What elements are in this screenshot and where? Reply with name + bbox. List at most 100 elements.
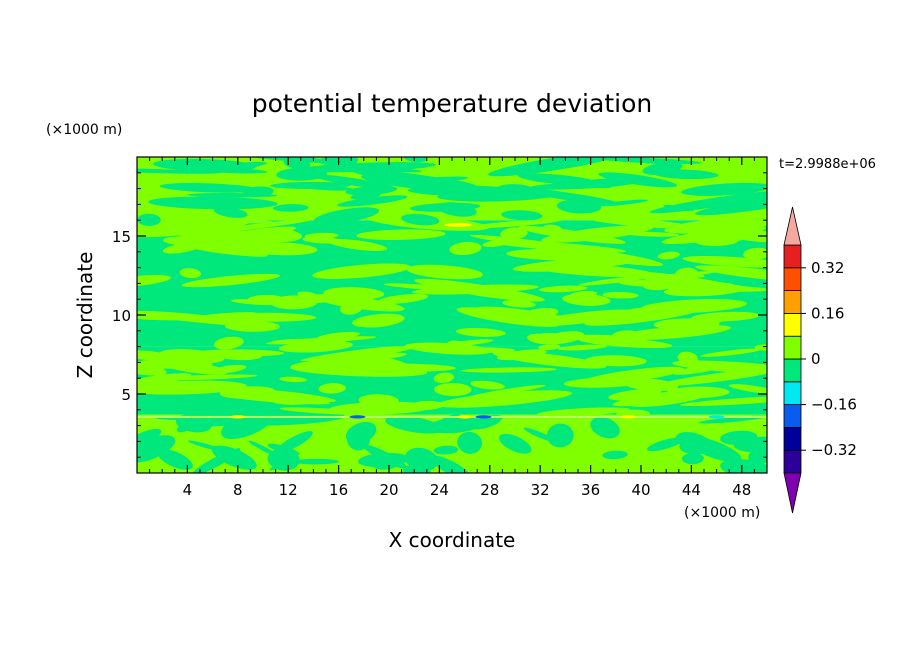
colorbar-swatch — [783, 404, 802, 428]
field-patch — [430, 455, 473, 473]
x-tick-label: 12 — [279, 481, 298, 499]
y-unit-label: (×1000 m) — [46, 122, 122, 138]
field-patch — [358, 394, 399, 407]
colorbar-tick-label: 0.32 — [811, 259, 844, 277]
field-patch — [469, 219, 562, 229]
field-patch — [501, 210, 543, 221]
field-patch — [456, 327, 506, 337]
y-axis-title: Z coordinate — [73, 252, 97, 379]
field-patch — [345, 421, 377, 444]
field-patch — [580, 366, 684, 385]
field-patch — [539, 285, 588, 293]
field-patch — [457, 431, 483, 454]
field-patch — [352, 313, 405, 328]
x-tick-label: 44 — [682, 481, 701, 499]
field-patch — [578, 274, 660, 286]
field-spot — [620, 415, 637, 419]
colorbar: 0.32 0.16 0 −0.16 −0.32 — [783, 206, 857, 514]
field-patch — [401, 213, 440, 226]
field-patch — [137, 274, 171, 287]
field-patch — [272, 204, 309, 212]
field-patch — [578, 337, 673, 349]
colorbar-swatch — [783, 290, 802, 314]
field-spot — [456, 415, 473, 419]
field-patch — [213, 364, 247, 374]
colorbar-swatch — [783, 381, 802, 405]
field-patch — [283, 157, 311, 170]
colorbar-swatch — [783, 312, 802, 337]
field-patch — [681, 182, 767, 196]
field-patch — [337, 195, 408, 207]
field-patch — [695, 265, 767, 284]
field-patch — [688, 446, 712, 455]
field-patch — [407, 185, 519, 197]
field-patch — [222, 236, 276, 253]
field-patch — [498, 433, 532, 454]
colorbar-over-arrow — [783, 206, 802, 246]
field-patch — [316, 331, 360, 341]
colorbar-swatch — [783, 449, 802, 474]
colorbar-tick-label: 0.16 — [811, 304, 844, 322]
x-tick-label: 48 — [732, 481, 751, 499]
colorbar-tick-label: −0.32 — [811, 441, 857, 459]
field-patch — [433, 445, 459, 455]
time-label: t=2.9988e+06 — [779, 157, 876, 172]
field-patch — [385, 416, 444, 434]
field-patch — [137, 428, 162, 451]
field-patch — [580, 215, 693, 229]
field-patch — [682, 255, 767, 268]
field-patch — [500, 227, 528, 240]
x-tick-label: 36 — [581, 481, 600, 499]
field-patch — [557, 344, 608, 351]
field-streak — [137, 415, 767, 418]
field-patch — [436, 390, 573, 408]
field-patch — [267, 448, 300, 471]
field-patch — [157, 449, 193, 470]
field-patch — [137, 213, 161, 226]
field-patch — [137, 350, 176, 361]
field-patch — [271, 338, 345, 345]
field-spot — [229, 415, 246, 419]
field-patch — [276, 431, 313, 453]
x-unit-label: (×1000 m) — [684, 505, 760, 521]
field-patch — [433, 372, 455, 384]
field-patch — [345, 185, 398, 196]
field-patch — [189, 218, 315, 235]
field-patch — [216, 312, 317, 322]
field-patch — [372, 458, 400, 470]
colorbar-swatch — [783, 244, 802, 269]
field-patch — [312, 263, 411, 279]
field-patch — [538, 344, 561, 351]
x-tick-label: 32 — [531, 481, 550, 499]
colorbar-swatch — [783, 358, 802, 383]
colorbar-tick-label: 0 — [811, 350, 821, 368]
field-patch — [681, 452, 704, 465]
field-patch — [523, 427, 556, 442]
field-patch — [608, 388, 662, 401]
field-patch — [754, 344, 767, 351]
heatmap-field — [137, 157, 767, 473]
x-tick-label: 20 — [379, 481, 398, 499]
field-patch — [569, 290, 598, 299]
field-patch — [188, 167, 268, 174]
y-axis: 5 10 15 — [112, 172, 767, 458]
field-patch — [598, 172, 678, 188]
field-patch — [343, 352, 407, 361]
field-patch — [443, 417, 479, 428]
field-patch — [398, 176, 469, 184]
field-patch — [293, 458, 340, 465]
field-patch — [330, 157, 358, 167]
field-patch — [635, 280, 717, 294]
field-patch — [657, 251, 680, 260]
field-patch — [541, 225, 654, 243]
field-patch — [517, 173, 600, 186]
field-patch — [602, 291, 639, 299]
field-patch — [270, 181, 351, 189]
colorbar-under-arrow — [783, 472, 802, 514]
field-patch — [188, 440, 224, 452]
field-patch — [602, 450, 628, 460]
field-spot — [708, 415, 725, 419]
field-patch — [470, 380, 505, 390]
x-tick-label: 28 — [480, 481, 499, 499]
field-patch — [506, 248, 623, 261]
